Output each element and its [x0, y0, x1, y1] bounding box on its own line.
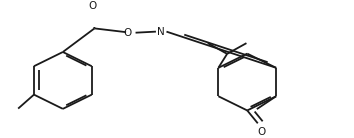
- Text: O: O: [88, 1, 97, 11]
- Text: N: N: [157, 27, 165, 37]
- Text: O: O: [257, 127, 266, 136]
- Text: O: O: [124, 28, 132, 38]
